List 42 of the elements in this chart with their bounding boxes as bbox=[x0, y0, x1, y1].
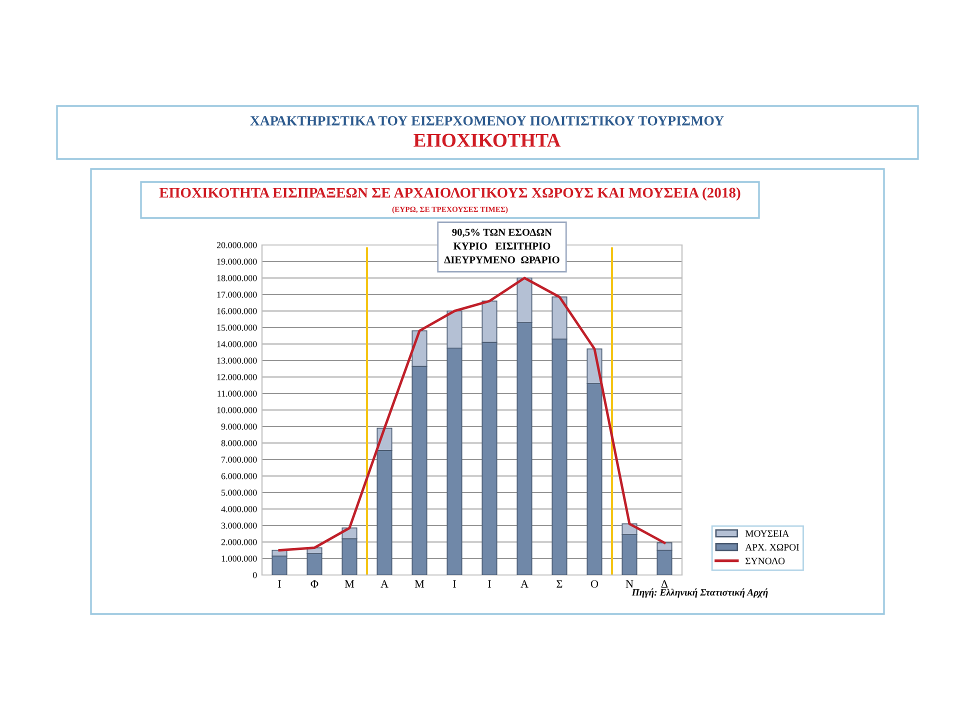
y-tick-label: 12.000.000 bbox=[217, 374, 257, 380]
y-tick-label: 6.000.000 bbox=[221, 473, 257, 480]
legend-label: ΜΟΥΣΕΙΑ bbox=[745, 530, 790, 537]
x-tick-label: Δ bbox=[661, 580, 668, 588]
chart-title: ΕΠΟΧΙΚΟΤΗΤΑ ΕΙΣΠΡΑΞΕΩΝ ΣΕ ΑΡΧΑΙΟΛΟΓΙΚΟΥΣ ΧΩΡΟΥΣ ΚΑΙ ΜΟΥΣΕΙΑ (2018) bbox=[159, 187, 740, 201]
y-tick-label: 14.000.000 bbox=[217, 341, 257, 348]
y-tick-label: 18.000.000 bbox=[217, 275, 257, 282]
x-tick-label: Μ bbox=[344, 580, 354, 588]
x-tick-label: Α bbox=[520, 580, 528, 588]
y-tick-label: 4.000.000 bbox=[221, 506, 257, 512]
y-tick-label: 8.000.000 bbox=[221, 440, 257, 446]
y-tick-label: 13.000.000 bbox=[217, 358, 257, 364]
y-tick-label: 10.000.000 bbox=[217, 407, 257, 414]
y-tick-label: 0 bbox=[252, 572, 257, 578]
y-tick-label: 3.000.000 bbox=[221, 522, 257, 529]
x-tick-label: Ι bbox=[278, 580, 281, 588]
annotation: 90,5% ΤΩΝ ΕΣΟΔΩΝ ΚΥΡΙΟ ΕΙΣΙΤΗΡΙΟ ΔΙΕΥΡΥΜΕΝΟ ΩΡΑΡΙΟ bbox=[444, 228, 560, 264]
y-tick-label: 1.000.000 bbox=[222, 556, 257, 562]
legend-label: ΑΡΧ. ΧΩΡΟΙ bbox=[745, 544, 799, 551]
text: ΧΑΡΑΚΤΗΡΙΣΤΙΚΑ ΤΟΥ ΕΙΣΕΡΧΟΜΕΝΟΥ ΠΟΛΙΤΙΣΤΙΚΟΥ ΤΟΥΡΙΣΜΟΥ bbox=[250, 116, 724, 126]
y-tick-label: 15.000.000 bbox=[217, 324, 257, 331]
x-tick-label: Ι bbox=[488, 580, 491, 588]
x-tick-label: Α bbox=[380, 580, 388, 588]
text: ΕΠΟΧΙΚΟΤΗΤΑ bbox=[414, 134, 561, 147]
x-tick-label: Ο bbox=[590, 580, 598, 588]
x-tick-label: Φ bbox=[310, 580, 318, 588]
y-tick-label: 5.000.000 bbox=[222, 490, 257, 496]
y-tick-label: 9.000.000 bbox=[221, 424, 257, 430]
line-series bbox=[278, 276, 666, 552]
y-tick-label: 11.000.000 bbox=[218, 390, 257, 397]
x-tick-label: Μ bbox=[414, 580, 424, 588]
x-tick-label: Σ bbox=[556, 580, 562, 588]
y-tick-label: 7.000.000 bbox=[222, 456, 257, 463]
y-tick-label: 2.000.000 bbox=[221, 539, 257, 546]
text: Πηγή: Ελληνική Στατιστική Αρχή bbox=[632, 588, 768, 598]
x-tick-label: Ν bbox=[626, 580, 634, 588]
y-tick-label: 17.000.000 bbox=[217, 292, 257, 298]
legend-label: ΣΥΝΟΛΟ bbox=[745, 558, 785, 564]
y-tick-label: 16.000.000 bbox=[217, 308, 257, 314]
y-tick-label: 19.000.000 bbox=[217, 258, 257, 265]
y-tick-label: 20.000.000 bbox=[216, 242, 257, 248]
x-tick-label: Ι bbox=[453, 580, 456, 588]
